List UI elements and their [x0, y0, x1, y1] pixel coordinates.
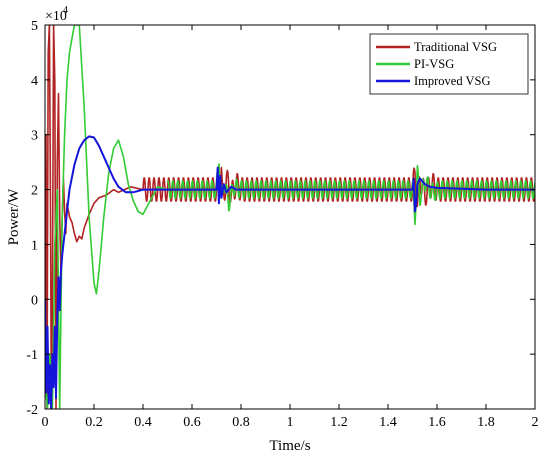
y-tick-label: 3 — [31, 129, 38, 144]
legend-label-improved-vsg: Improved VSG — [414, 74, 491, 88]
series-line-pi-vsg-1 — [166, 163, 535, 226]
series-improved-vsg — [45, 135, 535, 409]
y-tick-label: 0 — [31, 293, 38, 308]
y-multiplier-exponent: 4 — [63, 5, 68, 16]
y-tick-label: -2 — [26, 403, 38, 418]
x-tick-label: 0.2 — [85, 415, 103, 430]
y-axis-multiplier: ×10 4 — [45, 5, 68, 24]
y-tick-label: 5 — [31, 19, 38, 34]
series-pi-vsg — [45, 25, 535, 409]
legend: Traditional VSG PI-VSG Improved VSG — [369, 33, 529, 95]
x-tick-label: 1.2 — [330, 415, 348, 430]
x-tick-label: 0.4 — [134, 415, 152, 430]
x-tick-label: 2 — [532, 415, 539, 430]
x-tick-label: 1 — [287, 415, 294, 430]
ticks-layer: 0 0.2 0.4 0.6 0.8 1 1.2 1.4 1.6 1.8 2 -2 -1 0 1 2 3 4 5 — [26, 19, 538, 430]
y-tick-label: -1 — [26, 348, 38, 363]
series-line-pi-vsg-0 — [45, 25, 168, 409]
x-tick-label: 1.6 — [428, 415, 446, 430]
x-tick-label: 1.8 — [477, 415, 495, 430]
y-tick-label: 1 — [31, 238, 38, 253]
x-tick-label: 1.4 — [379, 415, 397, 430]
y-tick-label: 4 — [31, 74, 38, 89]
y-tick-label: 2 — [31, 184, 38, 199]
x-axis-label: Time/s — [269, 438, 310, 454]
legend-label-pi-vsg: PI-VSG — [414, 57, 454, 71]
series-layer — [45, 25, 535, 409]
series-line-traditional-vsg-0 — [45, 25, 144, 409]
x-tick-label: 0.8 — [232, 415, 250, 430]
y-axis-label: Power/W — [6, 188, 22, 245]
series-line-improved-vsg-0 — [45, 135, 535, 409]
legend-label-traditional-vsg: Traditional VSG — [414, 40, 497, 54]
x-tick-label: 0 — [42, 415, 49, 430]
x-tick-label: 0.6 — [183, 415, 201, 430]
y-multiplier-base: ×10 — [45, 9, 67, 24]
